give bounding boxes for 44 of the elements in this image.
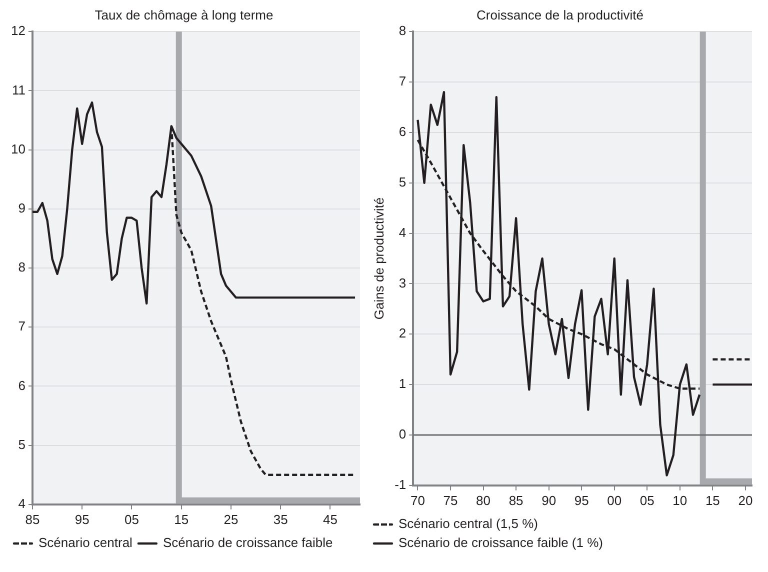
chart-title: Taux de chômage à long terme xyxy=(94,7,274,22)
x-tick-label: 45 xyxy=(322,512,338,527)
y-tick-label: 3 xyxy=(398,275,406,290)
y-tick-label: -1 xyxy=(394,476,406,492)
y-tick-label: 6 xyxy=(18,378,26,393)
x-tick-label: 90 xyxy=(542,492,556,508)
y-tick-label: 0 xyxy=(398,426,406,442)
x-tick-label: 15 xyxy=(174,512,189,527)
y-tick-label: 5 xyxy=(398,174,406,190)
x-tick-label: 10 xyxy=(672,492,688,508)
x-tick-label: 95 xyxy=(574,492,589,508)
x-tick-label: 80 xyxy=(476,492,491,508)
y-tick-label: 10 xyxy=(10,141,26,156)
legend-label: Scénario central (1,5 %) xyxy=(398,516,538,532)
x-tick-label: 20 xyxy=(738,492,753,508)
y-tick-label: 11 xyxy=(12,82,26,98)
x-tick-label: 05 xyxy=(640,492,654,508)
legend-label: Scénario de croissance faible (1 %) xyxy=(398,535,603,550)
legend-label: Scénario central xyxy=(38,535,133,550)
x-tick-label: 00 xyxy=(607,492,622,508)
x-tick-label: 95 xyxy=(74,512,90,527)
chart-title: Croissance de la productivité xyxy=(476,7,644,22)
y-axis-title: Gains de productivité xyxy=(371,197,386,320)
legend-label: Scénario de croissance faible xyxy=(162,535,333,550)
y-tick-label: 6 xyxy=(398,124,406,140)
y-tick-label: 8 xyxy=(398,23,406,38)
x-tick-label: 35 xyxy=(273,512,288,527)
y-tick-label: 9 xyxy=(18,200,26,216)
x-tick-label: 85 xyxy=(508,492,524,508)
y-tick-label: 1 xyxy=(398,376,406,392)
y-tick-label: 4 xyxy=(18,496,26,511)
x-tick-label: 85 xyxy=(25,512,40,527)
y-tick-label: 8 xyxy=(18,260,26,275)
y-tick-label: 7 xyxy=(18,318,26,334)
y-tick-label: 5 xyxy=(18,436,26,452)
y-tick-label: 12 xyxy=(10,23,26,38)
y-tick-label: 4 xyxy=(398,224,406,240)
y-tick-label: 7 xyxy=(398,74,406,89)
x-tick-label: 70 xyxy=(410,492,425,508)
x-tick-label: 25 xyxy=(224,512,238,527)
x-tick-label: 05 xyxy=(124,512,139,527)
y-tick-label: 2 xyxy=(398,326,406,341)
x-tick-label: 15 xyxy=(705,492,720,508)
x-tick-label: 75 xyxy=(443,492,458,508)
